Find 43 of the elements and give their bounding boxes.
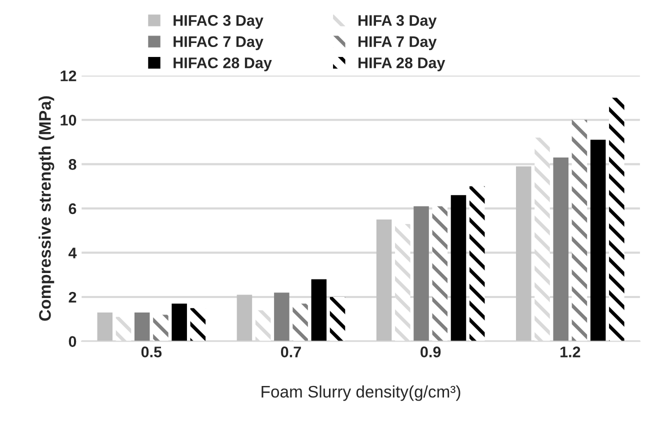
legend-label: HIFAC 7 Day [174,36,264,50]
legend-label: HIFA 7 Day [358,36,437,50]
bar [274,292,290,342]
y-tick-label: 2 [68,292,76,303]
bar [414,206,429,342]
bar [553,158,568,342]
bar [236,294,252,342]
bar [116,316,132,342]
bar [534,138,550,342]
x-tick-label: 0.5 [141,346,162,358]
y-tick-label: 8 [68,159,76,170]
x-tick-label: 0.7 [280,346,301,358]
x-tick-label: 1.2 [560,346,580,358]
bar [311,279,327,342]
bar [255,310,271,342]
legend-label: HIFA 28 Day [358,57,446,72]
bar [432,206,448,342]
y-axis-title: Compressive strength (MPa) [38,96,54,321]
bar [190,308,206,342]
legend-label: HIFA 3 Day [358,15,437,29]
bar [376,220,392,342]
bar [516,166,532,342]
bar [330,297,346,342]
y-tick-label: 6 [68,203,76,214]
legend-label: HIFAC 28 Day [174,57,272,72]
y-tick-label: 0 [68,336,76,347]
bar [450,195,466,342]
y-tick-label: 4 [68,248,77,258]
bar [134,312,150,342]
bar [469,186,485,342]
bar [153,314,168,342]
bar [395,224,410,342]
bar [172,304,187,342]
x-tick-label: 0.9 [420,346,441,358]
bar [609,98,624,342]
y-tick-label: 10 [60,114,76,126]
bar [590,140,606,342]
bar [572,120,588,342]
y-tick-label: 12 [60,70,76,82]
bar [292,304,308,342]
legend-label: HIFAC 3 Day [174,15,264,29]
x-axis-title: Foam Slurry density(g/cm³) [262,385,460,401]
bar [97,312,113,342]
